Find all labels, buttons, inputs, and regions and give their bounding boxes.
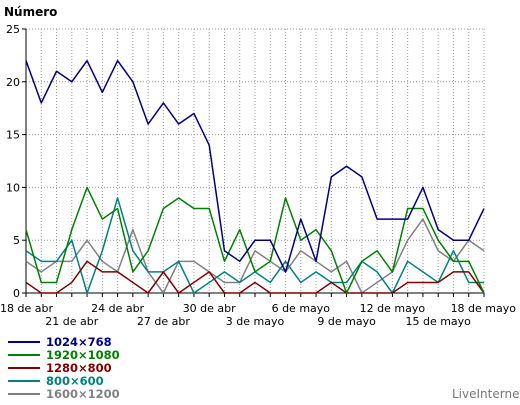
grid [26,28,485,293]
legend-label: 1920×1080 [46,348,120,362]
y-tick-label: 0 [13,287,20,300]
legend-label: 1280×800 [46,361,112,375]
legend-label: 1600×1200 [46,387,120,401]
y-axis-title: Número [4,5,57,19]
x-tick-labels: 18 de abr 24 de abr 30 de abr 6 de mayo 12 d… [0,302,516,328]
x-tick-label: 6 de mayo [272,302,331,315]
brand-label: LiveInternet [452,387,520,401]
legend-label: 1024×768 [46,335,112,349]
x-tick-label: 21 de abr [45,315,98,328]
x-tick-label: 18 de mayo [451,302,517,315]
x-tick-label: 30 de abr [183,302,236,315]
series-line [25,59,485,273]
axes [22,28,485,297]
x-tick-label: 3 de mayo [226,315,285,328]
x-tick-label: 24 de abr [91,302,144,315]
x-tick-label: 9 de mayo [317,315,376,328]
y-tick-label: 10 [6,181,20,194]
series-lines [25,59,485,294]
y-tick-label: 15 [6,129,20,142]
x-tick-label: 18 de abr [0,302,53,315]
y-tick-label: 5 [13,234,20,247]
y-tick-labels: 0 5 10 15 20 25 [6,23,20,300]
x-tick-label: 15 de mayo [405,315,471,328]
series-line [25,218,485,294]
y-tick-label: 25 [6,23,20,36]
x-tick-label: 27 de abr [137,315,190,328]
series-line [25,260,485,294]
legend: 1024×7681920×10801280×800800×6001600×120… [8,335,120,401]
series-line [25,186,485,294]
y-tick-label: 20 [6,76,20,89]
x-tick-label: 12 de mayo [360,302,426,315]
legend-label: 800×600 [46,374,104,388]
